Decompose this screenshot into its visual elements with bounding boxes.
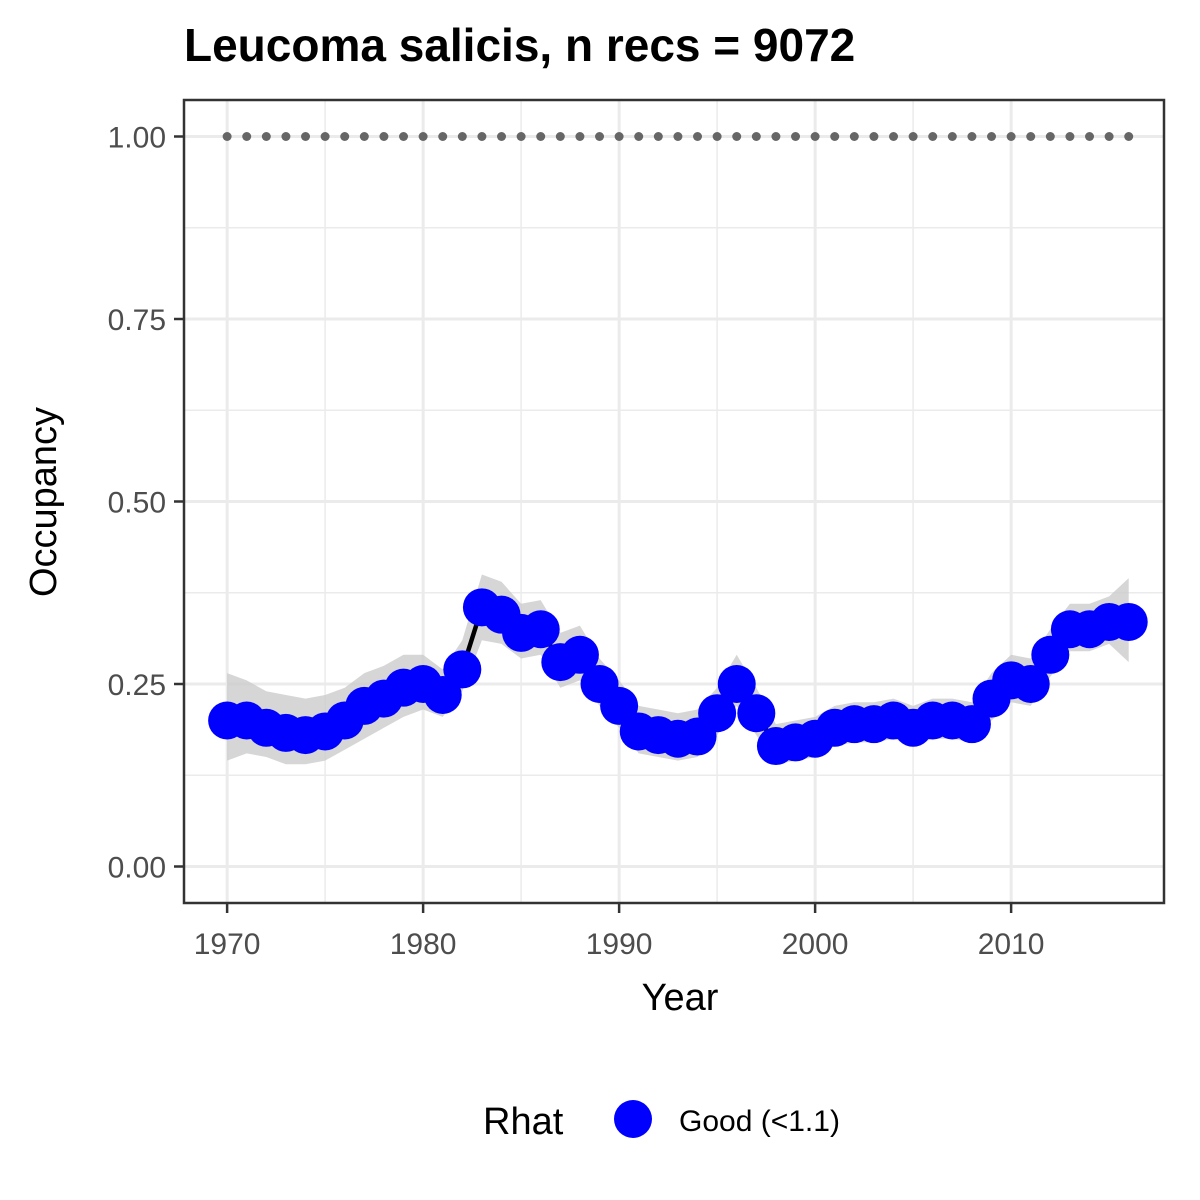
legend: Rhat Good (<1.1)	[483, 1100, 840, 1143]
reference-point	[359, 132, 369, 141]
x-tick-label: 1990	[586, 928, 653, 961]
reference-point	[477, 132, 487, 141]
reference-point	[261, 132, 271, 141]
data-point	[1109, 602, 1148, 641]
reference-point	[340, 132, 350, 141]
reference-point	[1026, 132, 1036, 141]
reference-point	[1124, 132, 1134, 141]
reference-point	[810, 132, 820, 141]
y-tick-label: 0.75	[108, 304, 166, 337]
reference-point	[1065, 132, 1075, 141]
x-axis-title: Year	[642, 977, 719, 1019]
reference-point	[771, 132, 781, 141]
reference-point	[497, 132, 507, 141]
reference-point	[849, 132, 859, 141]
reference-point	[536, 132, 546, 141]
reference-point	[869, 132, 879, 141]
data-point	[560, 635, 599, 674]
data-point	[698, 694, 737, 733]
x-tick-label: 1980	[390, 928, 457, 961]
data-point	[1011, 665, 1050, 703]
x-tick-label: 1970	[194, 928, 261, 961]
reference-point	[320, 132, 330, 141]
reference-point	[987, 132, 997, 141]
reference-point	[928, 132, 938, 141]
y-tick-label: 0.00	[108, 852, 166, 885]
reference-point	[438, 132, 448, 141]
reference-point	[634, 132, 644, 141]
reference-point	[967, 132, 977, 141]
y-axis-title: Occupancy	[23, 407, 65, 597]
y-tick-label: 0.25	[108, 669, 166, 702]
reference-point	[595, 132, 605, 141]
grid-layer	[184, 100, 1164, 903]
reference-point	[712, 132, 722, 141]
data-point	[443, 650, 482, 689]
reference-point	[889, 132, 899, 141]
x-tick-label: 2000	[782, 928, 849, 961]
reference-point	[653, 132, 663, 141]
y-tick-label: 0.50	[108, 487, 166, 520]
reference-point	[1085, 132, 1095, 141]
data-point	[521, 610, 560, 649]
x-tick-label: 2010	[978, 928, 1045, 961]
reference-point	[1006, 132, 1016, 141]
data-point	[737, 694, 776, 733]
reference-point	[791, 132, 801, 141]
y-tick-label: 1.00	[108, 122, 166, 155]
reference-point	[301, 132, 311, 141]
reference-point	[673, 132, 683, 141]
reference-point	[614, 132, 624, 141]
reference-point	[693, 132, 703, 141]
reference-point	[418, 132, 428, 141]
legend-key-point	[614, 1100, 652, 1138]
reference-point	[732, 132, 742, 141]
reference-point	[908, 132, 918, 141]
reference-point	[281, 132, 291, 141]
reference-line-layer	[222, 132, 1134, 141]
reference-point	[516, 132, 526, 141]
reference-point	[222, 132, 232, 141]
reference-point	[1104, 132, 1114, 141]
reference-point	[751, 132, 761, 141]
reference-point	[575, 132, 585, 141]
legend-title: Rhat	[483, 1101, 564, 1143]
reference-point	[242, 132, 252, 141]
axes-layer: 0.00 0.25 0.50 0.75 1.00 1970 1980 1990 2000 2010	[108, 98, 1166, 961]
reference-point	[457, 132, 467, 141]
reference-point	[1045, 132, 1055, 141]
reference-point	[830, 132, 840, 141]
reference-point	[399, 132, 409, 141]
legend-label: Good (<1.1)	[679, 1105, 840, 1138]
reference-point	[947, 132, 957, 141]
chart-title: Leucoma salicis, n recs = 9072	[184, 19, 856, 71]
data-point	[717, 665, 756, 703]
series-points-layer	[208, 588, 1148, 766]
reference-point	[379, 132, 389, 141]
reference-point	[555, 132, 565, 141]
